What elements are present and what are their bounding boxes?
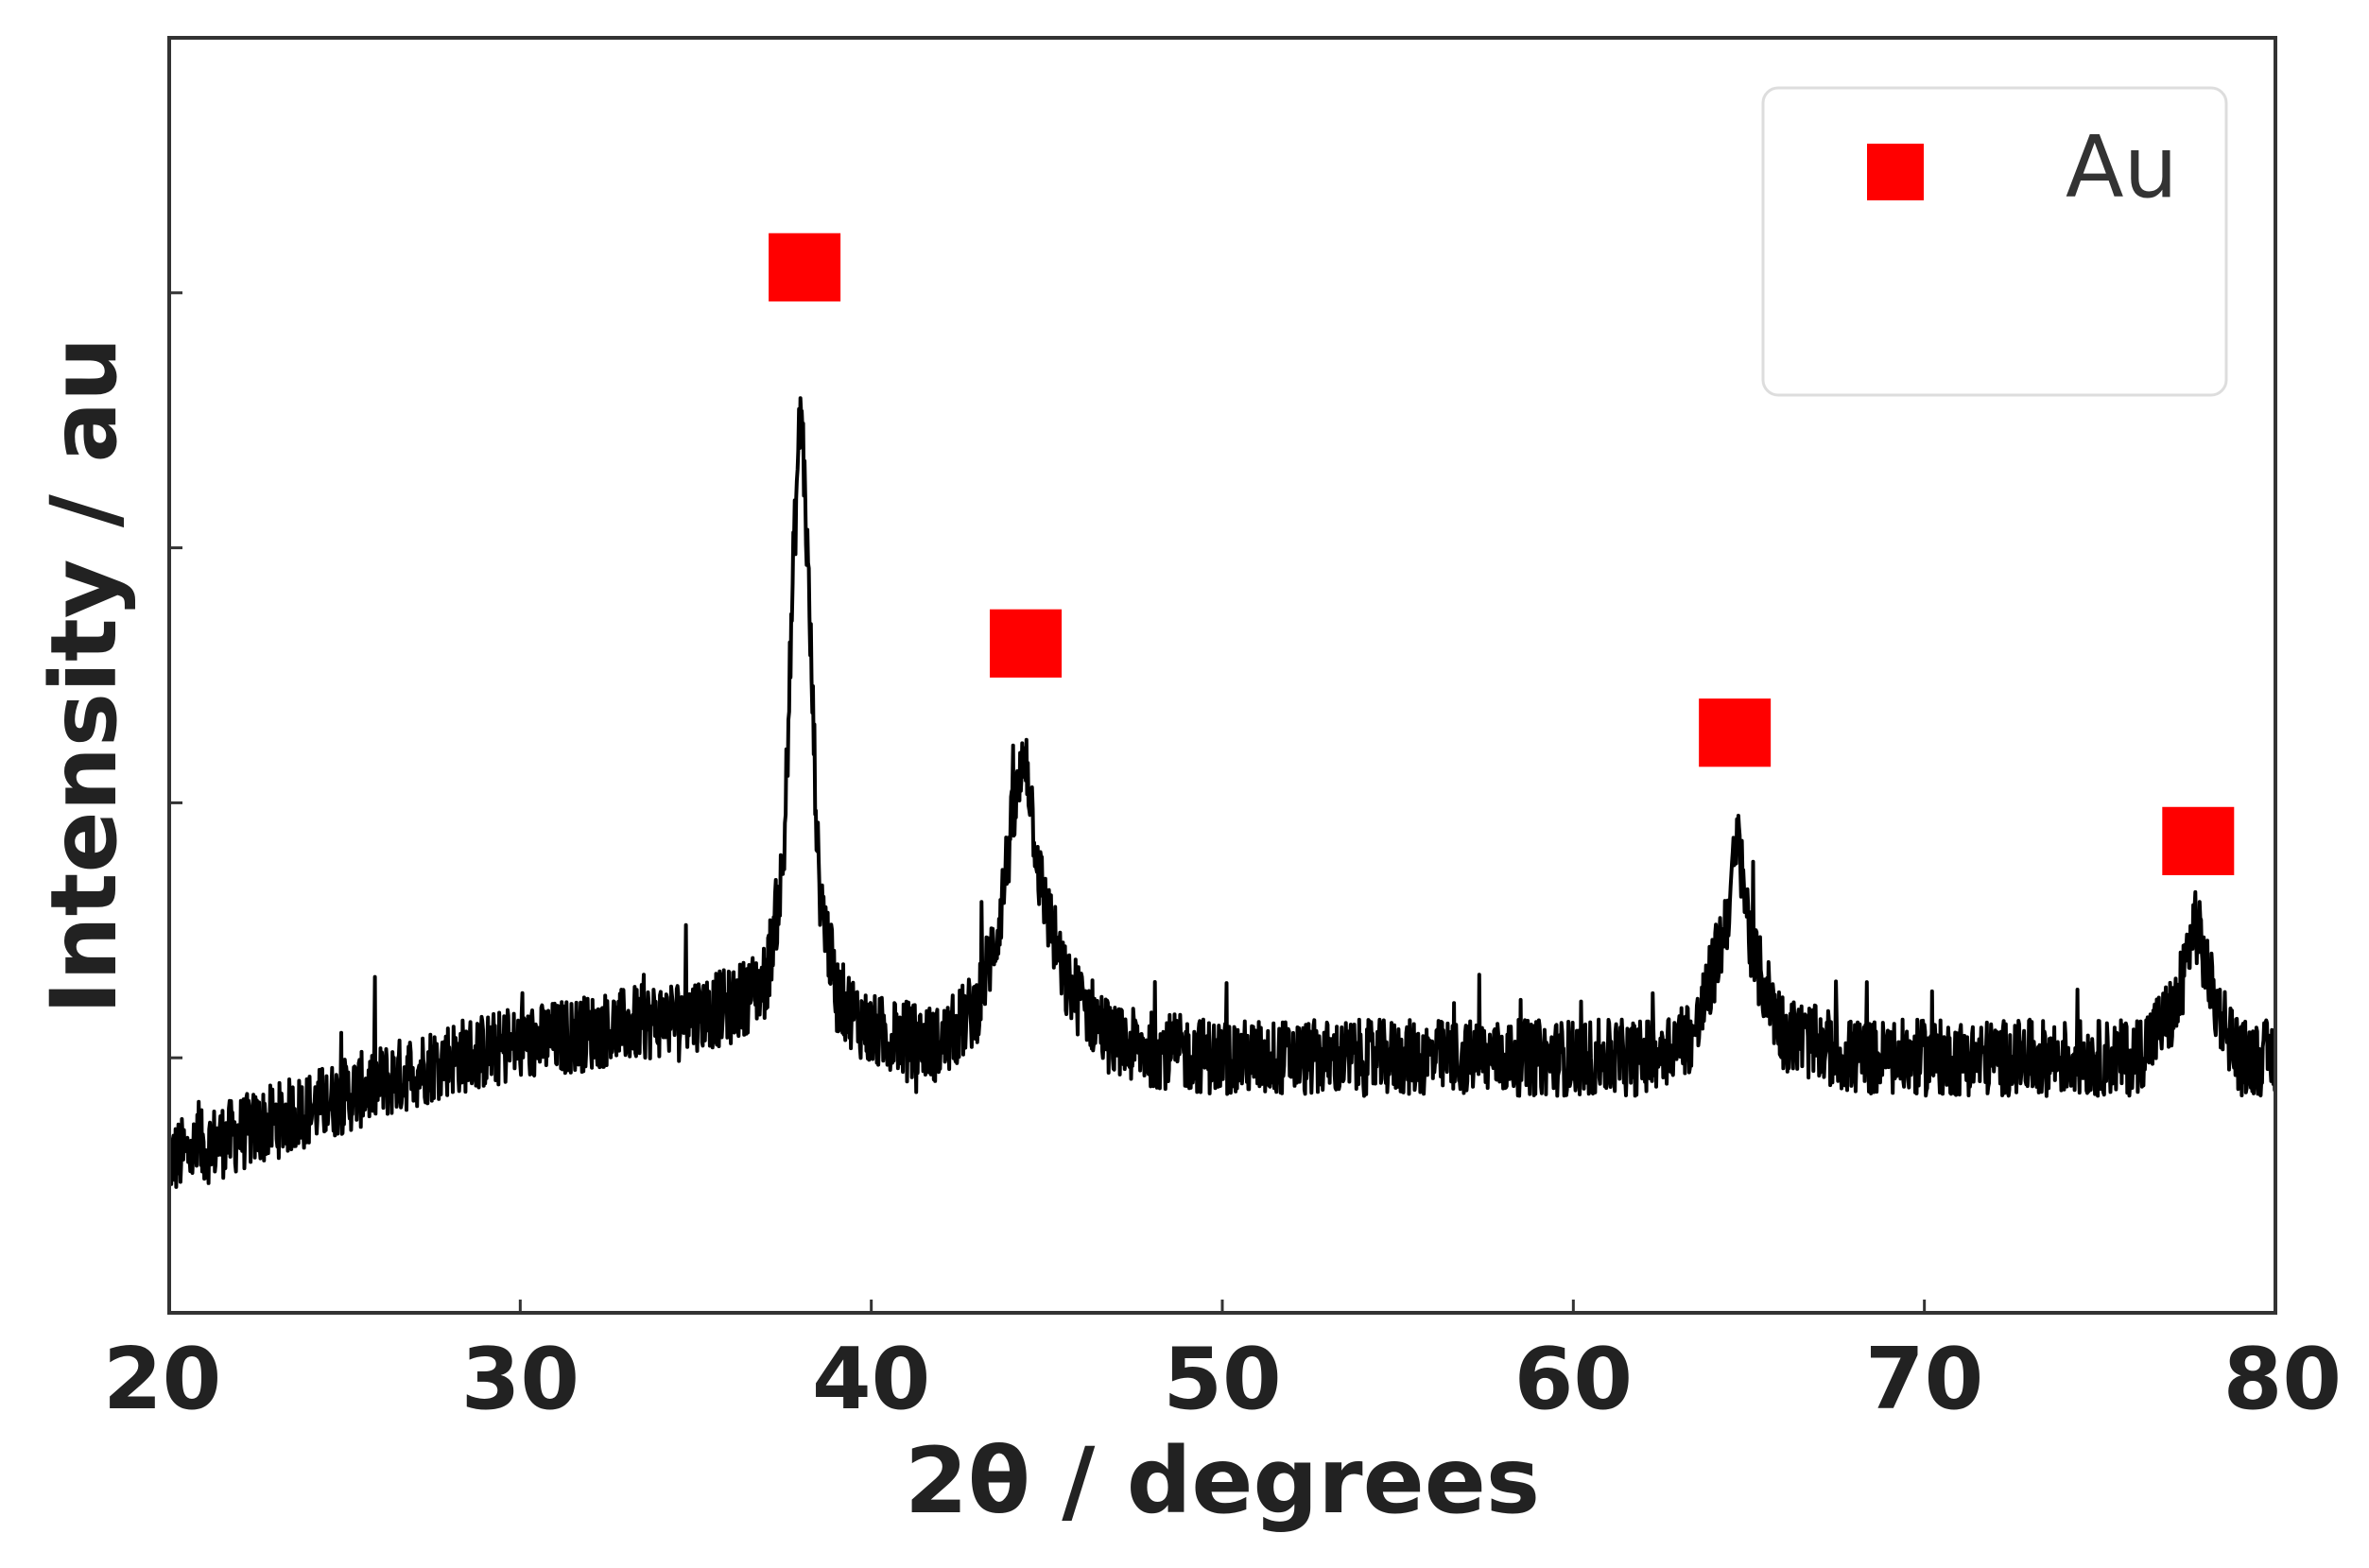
ticks-layer: 20 30 40 50 60 70 80 [103,291,2342,1429]
peak-marker-2 [1699,698,1772,767]
x-tick-label-50: 50 [1163,1330,1281,1429]
series-layer [167,396,2277,1189]
x-tick-label-20: 20 [103,1330,221,1429]
x-tick-label-30: 30 [461,1330,579,1429]
peak-marker-3 [2162,806,2235,875]
x-axis-label: 2θ / degrees [905,1428,1540,1534]
legend-marker-icon [1867,144,1924,200]
marker-layer [769,233,2235,875]
series-line-0 [167,396,2277,1189]
legend: Au [1761,86,2228,397]
peak-marker-1 [990,609,1063,678]
legend-label-au: Au [2066,118,2178,217]
peak-marker-0 [769,233,841,302]
y-axis-label: Intensity / au [31,337,137,1015]
x-tick-label-40: 40 [812,1330,930,1429]
x-tick-label-60: 60 [1514,1330,1633,1429]
x-tick-label-80: 80 [2223,1330,2342,1429]
x-tick-label-70: 70 [1865,1330,1983,1429]
